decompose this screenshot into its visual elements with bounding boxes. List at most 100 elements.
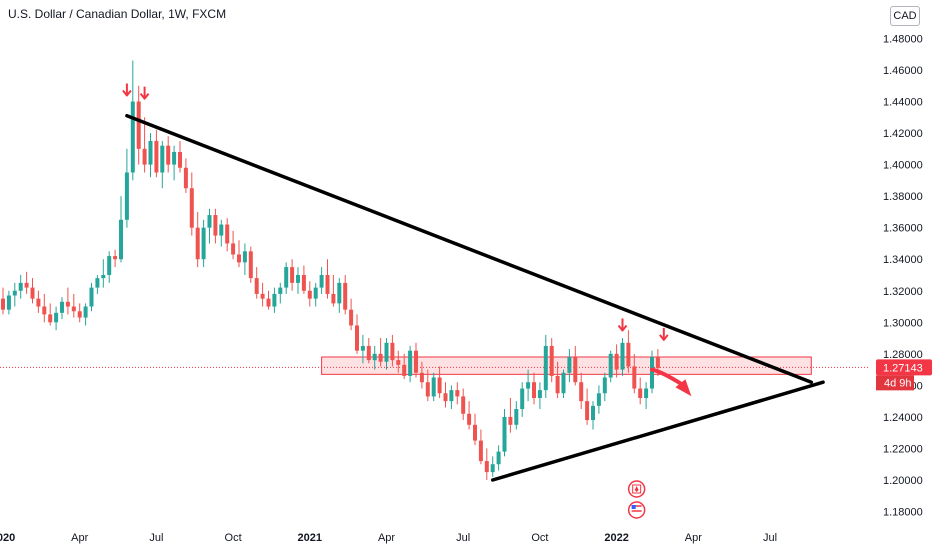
candle[interactable]	[390, 334, 395, 367]
candle[interactable]	[124, 148, 129, 228]
candle[interactable]	[48, 303, 53, 326]
candle[interactable]	[396, 350, 401, 373]
candle[interactable]	[36, 290, 41, 313]
candle[interactable]	[113, 249, 118, 268]
candle[interactable]	[195, 211, 200, 268]
candle[interactable]	[414, 342, 418, 378]
candle[interactable]	[425, 369, 430, 402]
candle[interactable]	[378, 338, 383, 367]
candle[interactable]	[24, 271, 29, 294]
candle[interactable]	[272, 287, 277, 313]
candle[interactable]	[219, 219, 224, 247]
candle[interactable]	[638, 377, 643, 405]
candle[interactable]	[514, 401, 519, 430]
candle[interactable]	[585, 388, 590, 425]
candle[interactable]	[225, 218, 230, 252]
candle[interactable]	[266, 290, 271, 310]
candle[interactable]	[136, 85, 141, 165]
candle[interactable]	[148, 133, 153, 178]
candle[interactable]	[408, 345, 413, 383]
candle[interactable]	[337, 278, 342, 313]
candle[interactable]	[443, 382, 448, 408]
candle[interactable]	[207, 208, 212, 244]
candle[interactable]	[1, 287, 5, 315]
candle[interactable]	[30, 278, 35, 304]
candle[interactable]	[384, 338, 389, 370]
candle[interactable]	[260, 282, 265, 307]
candle[interactable]	[301, 265, 306, 294]
candle[interactable]	[154, 129, 159, 178]
candle[interactable]	[307, 281, 312, 307]
candle[interactable]	[620, 338, 625, 376]
candle[interactable]	[543, 334, 548, 398]
candle[interactable]	[555, 361, 560, 398]
candle[interactable]	[355, 314, 359, 354]
candle[interactable]	[77, 303, 82, 323]
price-axis[interactable]: 1.48000 1.46000 1.44000 1.42000 1.40000 1.380…	[870, 0, 932, 550]
candle[interactable]	[325, 259, 330, 299]
candle[interactable]	[478, 429, 483, 465]
candle[interactable]	[490, 456, 495, 477]
time-axis[interactable]: 2020 Apr Jul Oct 2021 Apr Jul Oct 2022 Apr Jul	[0, 526, 870, 550]
candle[interactable]	[402, 353, 407, 380]
candle[interactable]	[254, 267, 259, 299]
candle[interactable]	[42, 293, 47, 323]
candle[interactable]	[626, 330, 631, 373]
candle[interactable]	[602, 372, 607, 402]
ascending-trendline[interactable]	[490, 380, 825, 482]
candle[interactable]	[508, 397, 513, 433]
resistance-zone[interactable]	[321, 356, 812, 375]
candle[interactable]	[142, 117, 147, 173]
down-arrow-icon[interactable]	[122, 83, 132, 97]
candle[interactable]	[467, 401, 472, 430]
candle[interactable]	[561, 369, 566, 398]
candle[interactable]	[372, 345, 377, 370]
candle[interactable]	[189, 172, 194, 236]
candle[interactable]	[473, 413, 477, 446]
candle[interactable]	[496, 445, 501, 471]
projection-arrow-icon[interactable]	[650, 367, 692, 397]
candle[interactable]	[166, 136, 171, 173]
candle[interactable]	[248, 246, 253, 283]
candle[interactable]	[101, 259, 106, 288]
candle[interactable]	[437, 366, 442, 398]
candle[interactable]	[502, 409, 507, 457]
candle[interactable]	[349, 298, 354, 331]
candle[interactable]	[290, 259, 295, 291]
down-arrow-icon[interactable]	[659, 327, 669, 341]
down-arrow-icon[interactable]	[617, 318, 628, 332]
candle[interactable]	[343, 274, 348, 315]
candle[interactable]	[83, 303, 88, 326]
candle[interactable]	[242, 243, 247, 275]
candle[interactable]	[119, 196, 123, 263]
candle[interactable]	[650, 350, 654, 394]
candle[interactable]	[183, 158, 188, 193]
candle[interactable]	[107, 251, 112, 283]
candle[interactable]	[608, 350, 613, 383]
candle[interactable]	[213, 208, 218, 244]
usa-event-icon[interactable]	[627, 501, 646, 519]
candle[interactable]	[319, 267, 324, 294]
candle[interactable]	[644, 382, 649, 410]
candle[interactable]	[549, 338, 554, 383]
candle[interactable]	[579, 372, 584, 410]
candle[interactable]	[573, 345, 578, 386]
candle[interactable]	[520, 382, 525, 417]
candle[interactable]	[360, 334, 365, 364]
candle[interactable]	[54, 306, 59, 331]
candle[interactable]	[431, 372, 436, 402]
candle[interactable]	[130, 60, 135, 181]
candle[interactable]	[331, 274, 336, 307]
candle[interactable]	[632, 353, 637, 394]
candle[interactable]	[278, 282, 283, 304]
candle[interactable]	[89, 282, 94, 312]
candle[interactable]	[313, 282, 318, 307]
candle[interactable]	[95, 274, 100, 294]
candle[interactable]	[178, 140, 182, 173]
candle[interactable]	[231, 230, 236, 260]
candle[interactable]	[71, 293, 76, 318]
candle[interactable]	[201, 219, 206, 268]
candle[interactable]	[366, 338, 371, 364]
candle[interactable]	[455, 382, 460, 405]
candle[interactable]	[237, 240, 241, 268]
